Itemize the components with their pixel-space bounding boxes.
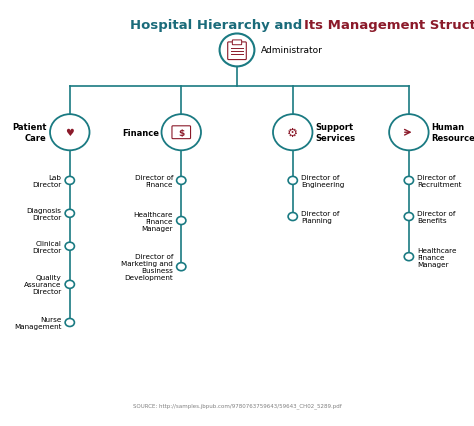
- Text: Director of
Recruitment: Director of Recruitment: [417, 175, 462, 187]
- Text: ♥: ♥: [65, 128, 74, 138]
- Ellipse shape: [273, 115, 312, 151]
- FancyBboxPatch shape: [228, 43, 246, 60]
- Text: SOURCE: http://samples.jbpub.com/9780763759643/59643_CH02_5289.pdf: SOURCE: http://samples.jbpub.com/9780763…: [133, 403, 341, 409]
- Circle shape: [177, 217, 186, 225]
- FancyBboxPatch shape: [232, 41, 242, 46]
- Text: Hospital Hierarchy and: Hospital Hierarchy and: [130, 19, 307, 32]
- Text: Director of
Marketing and
Business
Development: Director of Marketing and Business Devel…: [121, 253, 173, 281]
- Circle shape: [177, 263, 186, 271]
- Circle shape: [65, 319, 74, 327]
- Text: Lab
Director: Lab Director: [32, 175, 62, 187]
- Text: Administrator: Administrator: [261, 46, 323, 55]
- Circle shape: [65, 281, 74, 289]
- Text: Director of
Finance: Director of Finance: [135, 175, 173, 187]
- Ellipse shape: [219, 35, 255, 67]
- Text: Its Management Structure: Its Management Structure: [304, 19, 474, 32]
- Circle shape: [404, 177, 413, 185]
- Text: Clinical
Director: Clinical Director: [32, 240, 62, 253]
- Text: Support
Services: Support Services: [315, 123, 355, 143]
- Text: Human
Resources: Human Resources: [431, 123, 474, 143]
- Circle shape: [65, 243, 74, 250]
- Circle shape: [65, 210, 74, 218]
- Circle shape: [177, 177, 186, 185]
- Text: Quality
Assurance
Director: Quality Assurance Director: [24, 275, 62, 295]
- Text: Diagnosis
Director: Diagnosis Director: [27, 207, 62, 220]
- Circle shape: [404, 213, 413, 221]
- Ellipse shape: [50, 115, 90, 151]
- Text: Finance: Finance: [122, 128, 159, 138]
- FancyBboxPatch shape: [172, 127, 191, 139]
- Text: Nurse
Management: Nurse Management: [14, 316, 62, 329]
- Ellipse shape: [389, 115, 428, 151]
- Text: Healthcare
Finance
Manager: Healthcare Finance Manager: [133, 211, 173, 231]
- Circle shape: [288, 213, 297, 221]
- Circle shape: [65, 177, 74, 185]
- Text: $: $: [178, 128, 184, 138]
- Circle shape: [288, 177, 297, 185]
- Text: Patient
Care: Patient Care: [12, 123, 46, 143]
- Text: Director of
Engineering: Director of Engineering: [301, 175, 345, 187]
- Text: ⚙: ⚙: [287, 127, 298, 139]
- Circle shape: [404, 253, 413, 261]
- Text: Director of
Planning: Director of Planning: [301, 210, 339, 224]
- Ellipse shape: [162, 115, 201, 151]
- Text: Healthcare
Finance
Manager: Healthcare Finance Manager: [417, 247, 457, 267]
- Text: Director of
Benefits: Director of Benefits: [417, 210, 456, 224]
